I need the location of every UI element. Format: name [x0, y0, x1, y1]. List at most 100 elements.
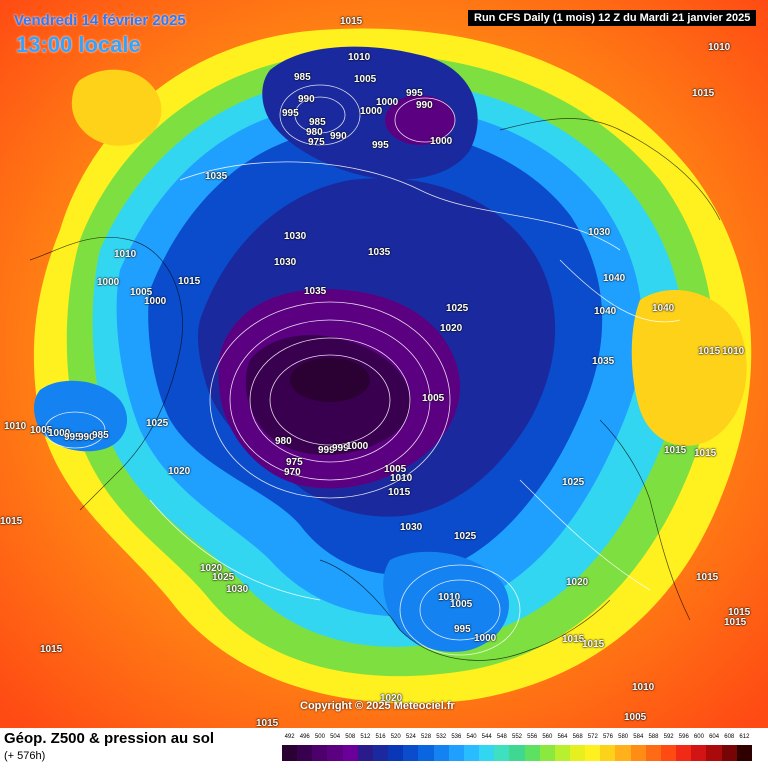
scale-tick-label: 556	[527, 734, 538, 740]
scale-tick-label: 504	[330, 734, 341, 740]
scale-swatch	[645, 745, 661, 761]
band-na-west	[34, 380, 128, 452]
scale-swatch	[509, 745, 525, 761]
pressure-label: 995	[454, 624, 471, 635]
scale-tick-label: 536	[451, 734, 462, 740]
pressure-label: 1000	[360, 106, 383, 117]
band-pacific	[71, 69, 162, 146]
scale-tick-label: 548	[496, 734, 507, 740]
pressure-label: 1025	[562, 477, 585, 488]
pressure-label: 980	[306, 127, 323, 138]
band-asia	[631, 290, 747, 446]
scale-tick-label: 516	[375, 734, 386, 740]
pressure-label: 1030	[284, 231, 307, 242]
pressure-label: 985	[294, 72, 311, 83]
pressure-label: 1015	[388, 487, 411, 498]
pressure-label: 1015	[698, 346, 721, 357]
isobar-lines	[44, 84, 681, 656]
color-scale: 492 496 500 504 508 512 516 520 524 528 532 536 540 5…	[282, 734, 752, 764]
scale-swatch	[539, 745, 555, 761]
scale-swatch	[297, 745, 313, 761]
scale-tick-label: 512	[360, 734, 371, 740]
scale-swatch	[327, 745, 343, 761]
pressure-label: 1015	[0, 516, 23, 527]
pressure-label: 1005	[450, 599, 473, 610]
scale-swatch	[585, 745, 601, 761]
pressure-label: 1005	[422, 393, 445, 404]
scale-swatch	[418, 745, 434, 761]
scale-tick-label: 600	[693, 734, 704, 740]
valid-date: Vendredi 14 février 2025	[14, 12, 186, 29]
legend-title: Géop. Z500 & pression au sol	[4, 730, 215, 747]
aleutian-core	[385, 95, 455, 145]
geopotential-map	[0, 0, 768, 728]
scale-tick-label: 540	[466, 734, 477, 740]
pressure-label: 1010	[438, 592, 461, 603]
pressure-label: 1030	[274, 257, 297, 268]
pressure-label: 1015	[724, 617, 747, 628]
scale-tick-label: 532	[436, 734, 447, 740]
scale-swatch	[600, 745, 616, 761]
scale-tick-label: 584	[633, 734, 644, 740]
scale-tick-label: 576	[602, 734, 613, 740]
pressure-label: 999	[332, 443, 349, 454]
pressure-label: 1005	[624, 712, 647, 723]
scale-tick-label: 520	[390, 734, 401, 740]
local-time: 13:00 locale	[16, 32, 141, 57]
pressure-label: 1000	[97, 277, 120, 288]
scale-tick-label: 544	[481, 734, 492, 740]
pressure-label: 990	[416, 100, 433, 111]
pressure-label: 1015	[696, 572, 719, 583]
low-center	[290, 358, 370, 402]
pressure-label: 1010	[114, 249, 137, 260]
pressure-label: 1040	[652, 303, 675, 314]
scale-tick-label: 564	[557, 734, 568, 740]
pressure-label: 1015	[340, 16, 363, 27]
pressure-label: 1015	[582, 639, 605, 650]
scale-tick-label: 528	[421, 734, 432, 740]
pressure-label: 1015	[692, 88, 715, 99]
pressure-label: 975	[308, 137, 325, 148]
pressure-label: 970	[284, 467, 301, 478]
scale-tick-label: 492	[284, 734, 295, 740]
pressure-label: 1000	[376, 97, 399, 108]
pressure-label: 985	[309, 117, 326, 128]
pressure-label: 1025	[146, 418, 169, 429]
scale-labels: 492 496 500 504 508 512 516 520 524 528 532 536 540 5…	[282, 734, 752, 744]
pressure-label: 1010	[348, 52, 371, 63]
scale-swatch	[372, 745, 389, 761]
band-aleutian	[262, 46, 478, 180]
pressure-label: 1015	[664, 445, 687, 456]
pressure-label: 1000	[48, 428, 71, 439]
scale-swatch	[524, 745, 540, 761]
scale-tick-label: 572	[587, 734, 598, 740]
pressure-label: 1040	[603, 273, 626, 284]
scale-tick-label: 560	[542, 734, 553, 740]
pressure-label: 1025	[454, 531, 477, 542]
copyright: Copyright © 2025 Meteociel.fr	[300, 700, 455, 712]
pressure-label: 1035	[368, 247, 391, 258]
pressure-label: 1000	[346, 441, 369, 452]
pressure-label: 1010	[632, 682, 655, 693]
scale-swatch	[342, 745, 358, 761]
pressure-label: 1015	[562, 634, 585, 645]
pressure-label: 990	[298, 94, 315, 105]
pressure-label: 1015	[694, 448, 717, 459]
pressure-label: 1015	[178, 276, 201, 287]
pressure-label: 980	[275, 436, 292, 447]
pressure-label: 1015	[40, 644, 63, 655]
pressure-label: 1030	[400, 522, 423, 533]
coastlines	[29, 118, 721, 661]
pressure-label: 1020	[168, 466, 191, 477]
pressure-label: 1005	[384, 464, 407, 475]
pressure-label: 1030	[226, 584, 249, 595]
scale-swatches	[282, 745, 752, 761]
scale-swatch	[448, 745, 464, 761]
scale-tick-label: 552	[512, 734, 523, 740]
pressure-label: 1015	[728, 607, 751, 618]
scale-tick-label: 592	[663, 734, 674, 740]
pressure-label: 1010	[722, 346, 745, 357]
scale-tick-label: 608	[724, 734, 735, 740]
scale-swatch	[282, 745, 298, 761]
scale-swatch	[615, 745, 631, 761]
